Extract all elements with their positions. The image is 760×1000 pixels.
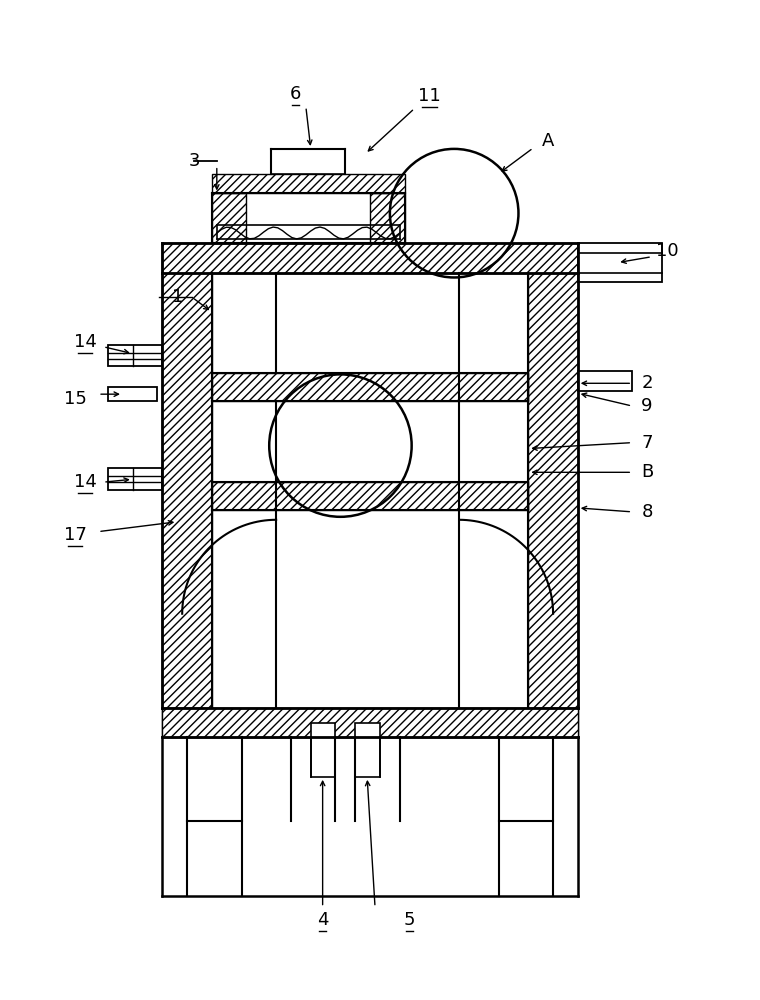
Bar: [578, 371, 632, 391]
Bar: [108, 468, 163, 490]
Bar: [212, 482, 528, 510]
Bar: [163, 243, 212, 708]
Bar: [311, 723, 335, 777]
Bar: [163, 243, 578, 273]
Bar: [355, 723, 380, 777]
Text: 6: 6: [290, 85, 302, 103]
Text: 3: 3: [188, 152, 200, 170]
Text: 1: 1: [172, 288, 183, 306]
Text: 15: 15: [64, 390, 87, 408]
Bar: [212, 373, 528, 401]
Bar: [578, 243, 662, 282]
Bar: [108, 387, 157, 401]
Bar: [163, 708, 578, 737]
Bar: [163, 708, 578, 737]
Text: 8: 8: [641, 503, 653, 521]
Bar: [212, 174, 405, 193]
Bar: [370, 193, 405, 243]
Text: 10: 10: [656, 242, 678, 260]
Text: 14: 14: [74, 333, 97, 351]
Bar: [271, 149, 345, 174]
Text: 9: 9: [641, 397, 653, 415]
Bar: [528, 243, 578, 708]
Text: 17: 17: [64, 526, 87, 544]
Text: 11: 11: [418, 87, 441, 105]
Text: 2: 2: [641, 374, 653, 392]
Text: 7: 7: [641, 434, 653, 452]
Text: 14: 14: [74, 473, 97, 491]
Text: B: B: [641, 463, 653, 481]
Bar: [108, 345, 163, 366]
Text: 4: 4: [317, 911, 328, 929]
Text: A: A: [542, 132, 554, 150]
Bar: [212, 193, 246, 243]
Text: 5: 5: [404, 911, 416, 929]
